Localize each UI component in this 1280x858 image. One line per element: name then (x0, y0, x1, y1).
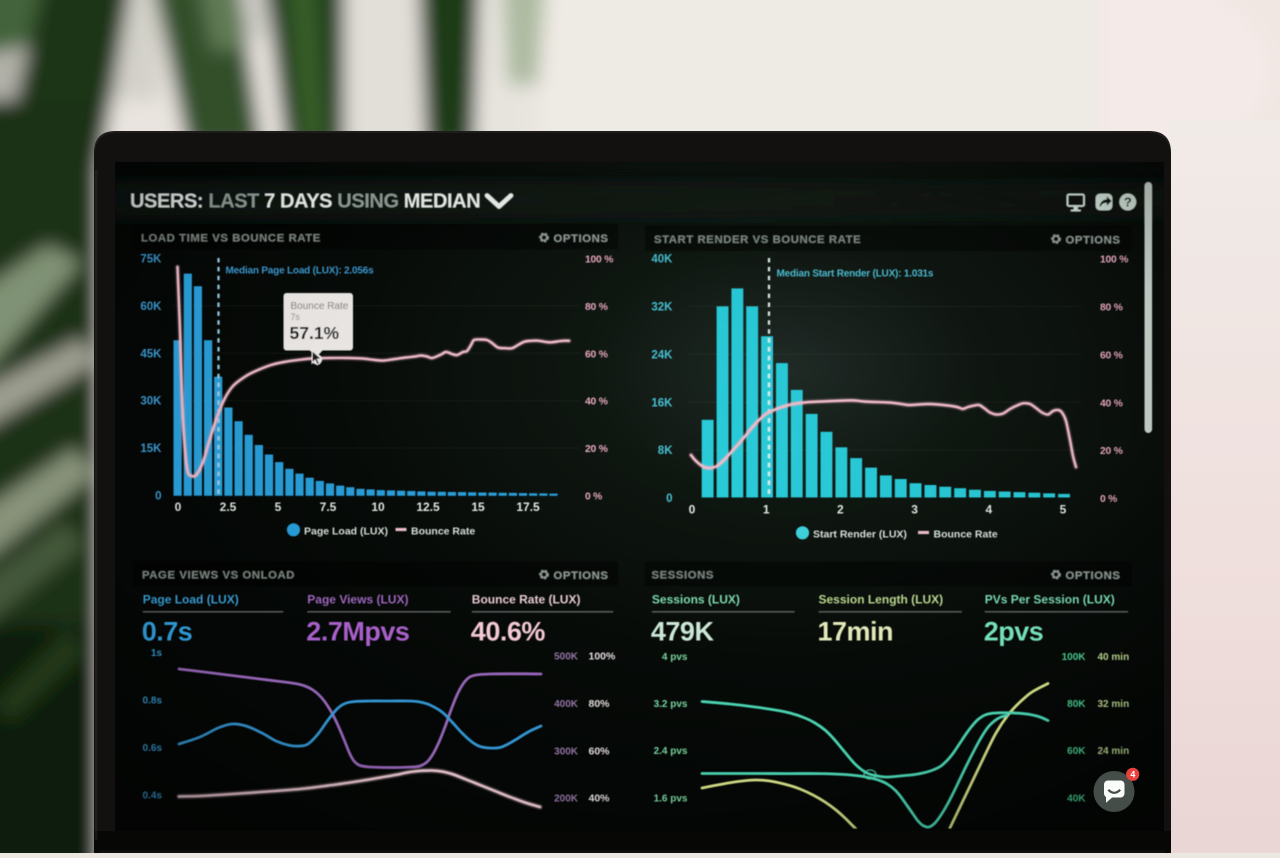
svg-text:4: 4 (1130, 770, 1135, 780)
